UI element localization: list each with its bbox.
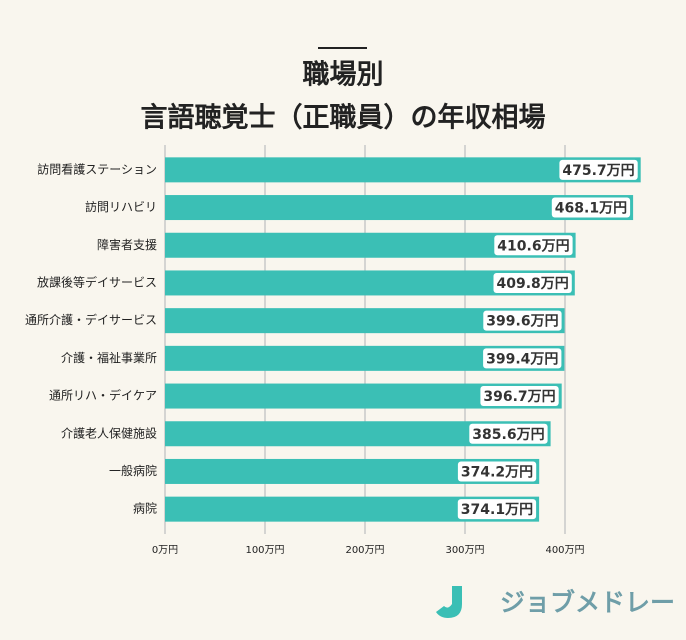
value-label-bg — [483, 348, 562, 369]
value-label-bg — [457, 461, 537, 482]
value-label-bg — [483, 310, 562, 331]
value-label: 475.7万円 — [562, 163, 634, 179]
y-tick-label: 介護・福祉事業所 — [61, 350, 157, 365]
value-label-bg — [551, 197, 631, 218]
value-label: 374.2万円 — [461, 464, 533, 480]
value-label-bg — [469, 423, 548, 444]
value-label: 410.6万円 — [497, 238, 569, 254]
y-tick-label: 一般病院 — [109, 463, 157, 478]
y-tick-label: 訪問リハビリ — [85, 199, 157, 214]
y-tick-label: 通所介護・デイサービス — [25, 312, 157, 327]
y-tick-label: 放課後等デイサービス — [37, 274, 157, 289]
value-label: 409.8万円 — [497, 276, 569, 292]
y-tick-label: 病院 — [133, 501, 157, 516]
x-tick-label: 300万円 — [445, 545, 484, 556]
value-label: 399.4万円 — [486, 351, 558, 367]
x-tick-label: 400万円 — [545, 545, 584, 556]
value-label-bg — [559, 159, 638, 180]
value-label: 399.6万円 — [486, 314, 558, 330]
y-tick-label: 訪問看護ステーション — [37, 161, 157, 176]
x-tick-label: 200万円 — [345, 545, 384, 556]
value-label: 385.6万円 — [472, 427, 544, 443]
value-label: 468.1万円 — [555, 201, 627, 217]
x-tick-label: 100万円 — [245, 545, 284, 556]
logo: ジョブメドレー — [436, 586, 675, 618]
y-tick-label: 介護老人保健施設 — [61, 425, 157, 440]
y-tick-label: 通所リハ・デイケア — [49, 388, 157, 403]
value-label-bg — [494, 235, 573, 256]
value-label-bg — [493, 272, 572, 293]
x-tick-label: 0万円 — [152, 545, 178, 556]
y-tick-label: 障害者支援 — [97, 237, 157, 252]
value-label: 374.1万円 — [461, 502, 533, 518]
value-label-bg — [480, 386, 559, 407]
chart-title: 職場別 — [303, 60, 384, 91]
value-label: 396.7万円 — [483, 389, 555, 405]
chart-title: 言語聴覚士（正職員）の年収相場 — [141, 102, 546, 134]
logo-text: ジョブメドレー — [500, 588, 675, 617]
logo-icon — [436, 586, 462, 618]
value-label-bg — [457, 499, 537, 520]
